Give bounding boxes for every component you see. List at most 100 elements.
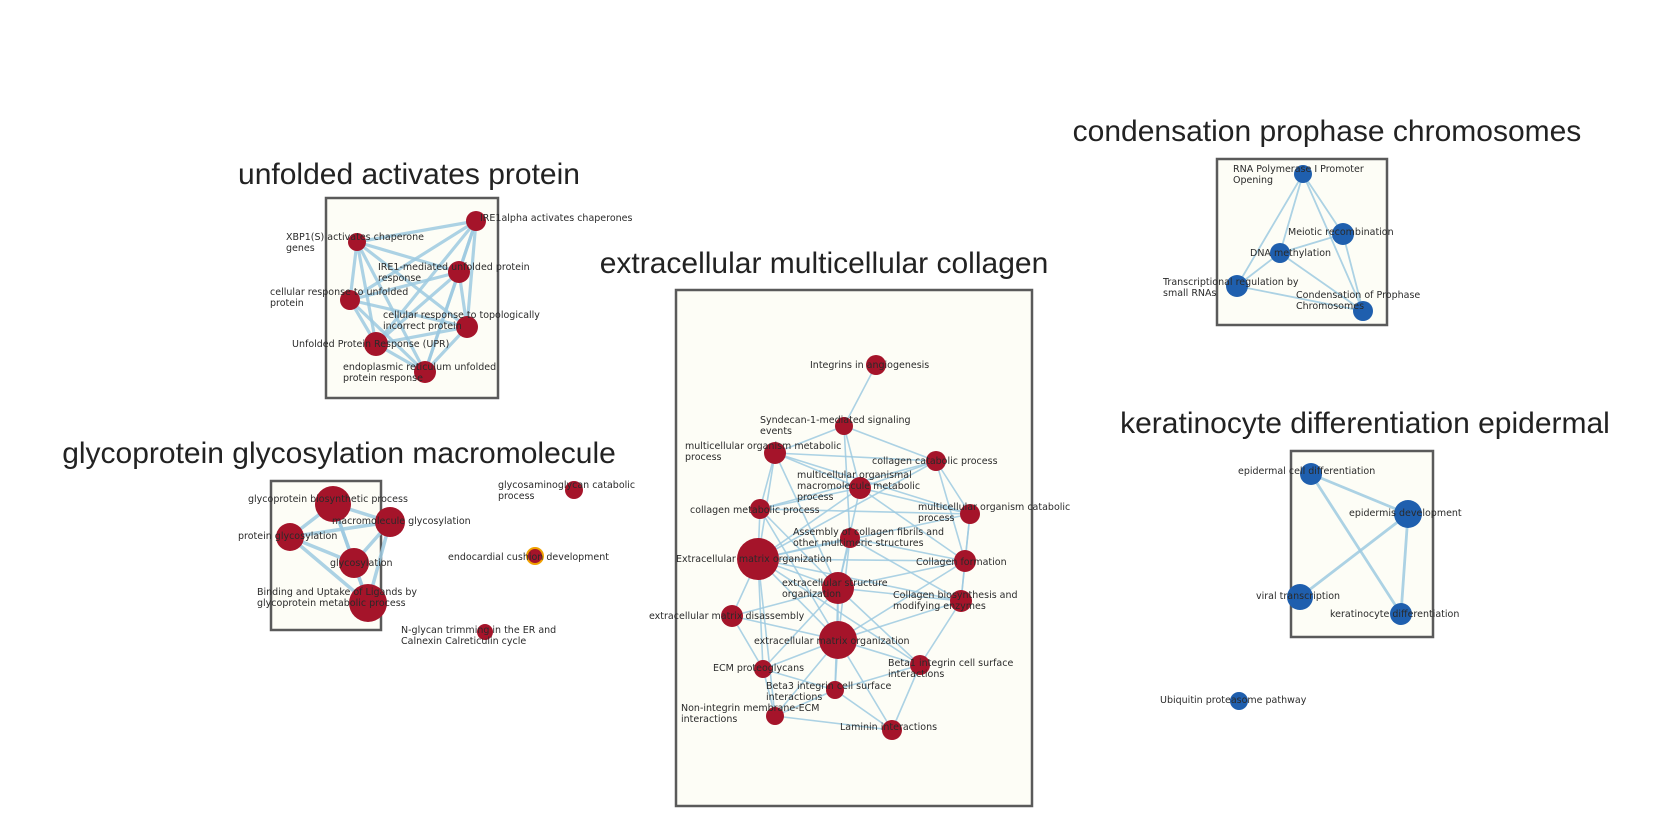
- edge-k1-k2: [1309, 472, 1410, 516]
- node-label-e17: Beta3 integrin cell surface interactions: [766, 681, 891, 703]
- node-e14[interactable]: [819, 621, 857, 659]
- node-label-c3: DNA methylation: [1250, 248, 1331, 259]
- node-label-e16: Beta1 integrin cell surface interactions: [888, 658, 1013, 680]
- node-e11[interactable]: [822, 572, 854, 604]
- node-label-e3: multicellular organism metabolic process: [685, 441, 841, 463]
- node-g2[interactable]: [375, 507, 405, 537]
- node-label-e18: Non-integrin membrane-ECM interactions: [681, 703, 819, 725]
- edge-e18-e19: [774, 715, 893, 731]
- node-e7[interactable]: [960, 504, 980, 524]
- edge-e15-e17: [762, 668, 836, 691]
- network-nodes: [276, 165, 1422, 740]
- node-b1[interactable]: [1230, 692, 1248, 710]
- node-k1[interactable]: [1300, 463, 1322, 485]
- node-g5[interactable]: [349, 584, 387, 622]
- edge-e12-e14: [837, 600, 962, 641]
- edge-k1-k4: [1309, 472, 1403, 616]
- node-k4[interactable]: [1390, 603, 1412, 625]
- node-e13[interactable]: [721, 605, 743, 627]
- node-label-g4: glycosylation: [330, 558, 393, 569]
- node-e6[interactable]: [750, 499, 770, 519]
- node-u6[interactable]: [364, 332, 388, 356]
- node-label-c5: Condensation of Prophase Chromosomes: [1296, 290, 1420, 312]
- node-g1[interactable]: [315, 486, 351, 522]
- edge-e2-e3: [774, 425, 845, 454]
- node-k3[interactable]: [1287, 584, 1313, 610]
- edge-e5-e7: [859, 487, 971, 515]
- node-c2[interactable]: [1332, 223, 1354, 245]
- node-c3[interactable]: [1270, 243, 1290, 263]
- node-u1[interactable]: [466, 211, 486, 231]
- node-label-e5: multicellular organismal macromolecule me…: [797, 470, 920, 503]
- node-s1[interactable]: [565, 481, 583, 499]
- edge-e6-e7: [759, 508, 971, 515]
- node-label-e4: collagen catabolic process: [872, 456, 998, 467]
- node-k2[interactable]: [1394, 500, 1422, 528]
- node-label-u7: endoplasmic reticulum unfolded protein re…: [343, 362, 496, 384]
- edge-u1-u5: [465, 219, 478, 329]
- node-label-e12: Collagen biosynthesis and modifying enzym…: [893, 590, 1018, 612]
- node-label-e6: collagen metabolic process: [690, 505, 820, 516]
- edge-c1-c3: [1279, 173, 1304, 254]
- node-g4[interactable]: [339, 548, 369, 578]
- edge-e4-e7: [935, 460, 971, 515]
- node-s2[interactable]: [526, 547, 544, 565]
- node-label-e13: extracellular matrix disassembly: [649, 611, 805, 622]
- node-u5[interactable]: [456, 316, 478, 338]
- edge-c1-c5: [1302, 173, 1364, 312]
- node-label-u4: cellular response to unfolded protein: [270, 287, 408, 309]
- edge-e2-e4: [843, 425, 937, 462]
- node-label-u2: XBP1(S) activates chaperone genes: [286, 232, 424, 254]
- cluster-title-glyco: glycoprotein glycosylation macromolecule: [62, 437, 616, 470]
- node-u4[interactable]: [340, 290, 360, 310]
- edge-c2-c5: [1342, 233, 1364, 312]
- node-label-c4: Transcriptional regulation by small RNAs: [1162, 277, 1299, 299]
- node-e19[interactable]: [882, 720, 902, 740]
- edge-c1-c2: [1302, 173, 1344, 235]
- node-e4[interactable]: [926, 451, 946, 471]
- node-e17[interactable]: [826, 681, 844, 699]
- edge-e12-e16: [919, 600, 962, 666]
- node-e12[interactable]: [950, 590, 972, 612]
- node-e3[interactable]: [764, 442, 786, 464]
- edge-e10-e14: [837, 560, 966, 641]
- edge-c4-c5: [1236, 285, 1364, 312]
- edge-u5-u6: [374, 325, 469, 346]
- edge-e10-e11: [837, 560, 966, 589]
- node-e8[interactable]: [840, 528, 860, 548]
- edge-c1-c4: [1236, 173, 1304, 287]
- node-u7[interactable]: [414, 361, 436, 383]
- node-u2[interactable]: [348, 233, 366, 251]
- edge-e4-e10: [935, 460, 966, 562]
- node-label-g1: glycoprotein biosynthetic process: [248, 494, 408, 505]
- edge-e1-e2: [843, 364, 877, 427]
- node-e1[interactable]: [866, 355, 886, 375]
- node-label-b1: Ubiquitin proteasome pathway: [1160, 695, 1307, 706]
- node-e16[interactable]: [910, 655, 930, 675]
- node-c5[interactable]: [1353, 301, 1373, 321]
- node-c4[interactable]: [1226, 275, 1248, 297]
- edge-e8-e10: [849, 537, 966, 562]
- edge-e4-e9: [757, 460, 937, 560]
- node-s3[interactable]: [477, 624, 493, 640]
- node-u3[interactable]: [448, 261, 470, 283]
- node-e9[interactable]: [737, 538, 779, 580]
- node-e18[interactable]: [766, 707, 784, 725]
- edge-k2-k4: [1399, 512, 1410, 616]
- node-label-e15: ECM proteoglycans: [713, 663, 804, 674]
- cluster-title-condensation: condensation prophase chromosomes: [1073, 115, 1582, 148]
- edge-e3-e5: [774, 452, 861, 489]
- node-g3[interactable]: [276, 523, 304, 551]
- cluster-box-ecm: [674, 288, 1034, 808]
- edge-e6-e11: [759, 508, 839, 589]
- node-e5[interactable]: [849, 477, 871, 499]
- node-label-e1: Integrins in angiogenesis: [810, 360, 929, 371]
- node-c1[interactable]: [1294, 165, 1312, 183]
- node-label-k4: keratinocyte differentiation: [1330, 609, 1459, 620]
- node-label-g3: protein glycosylation: [238, 531, 337, 542]
- node-e10[interactable]: [954, 550, 976, 572]
- node-labels: IRE1alpha activates chaperones XBP1(S) ac…: [238, 164, 1462, 733]
- node-e2[interactable]: [835, 417, 853, 435]
- node-e15[interactable]: [754, 660, 772, 678]
- edge-e8-e12: [849, 537, 962, 602]
